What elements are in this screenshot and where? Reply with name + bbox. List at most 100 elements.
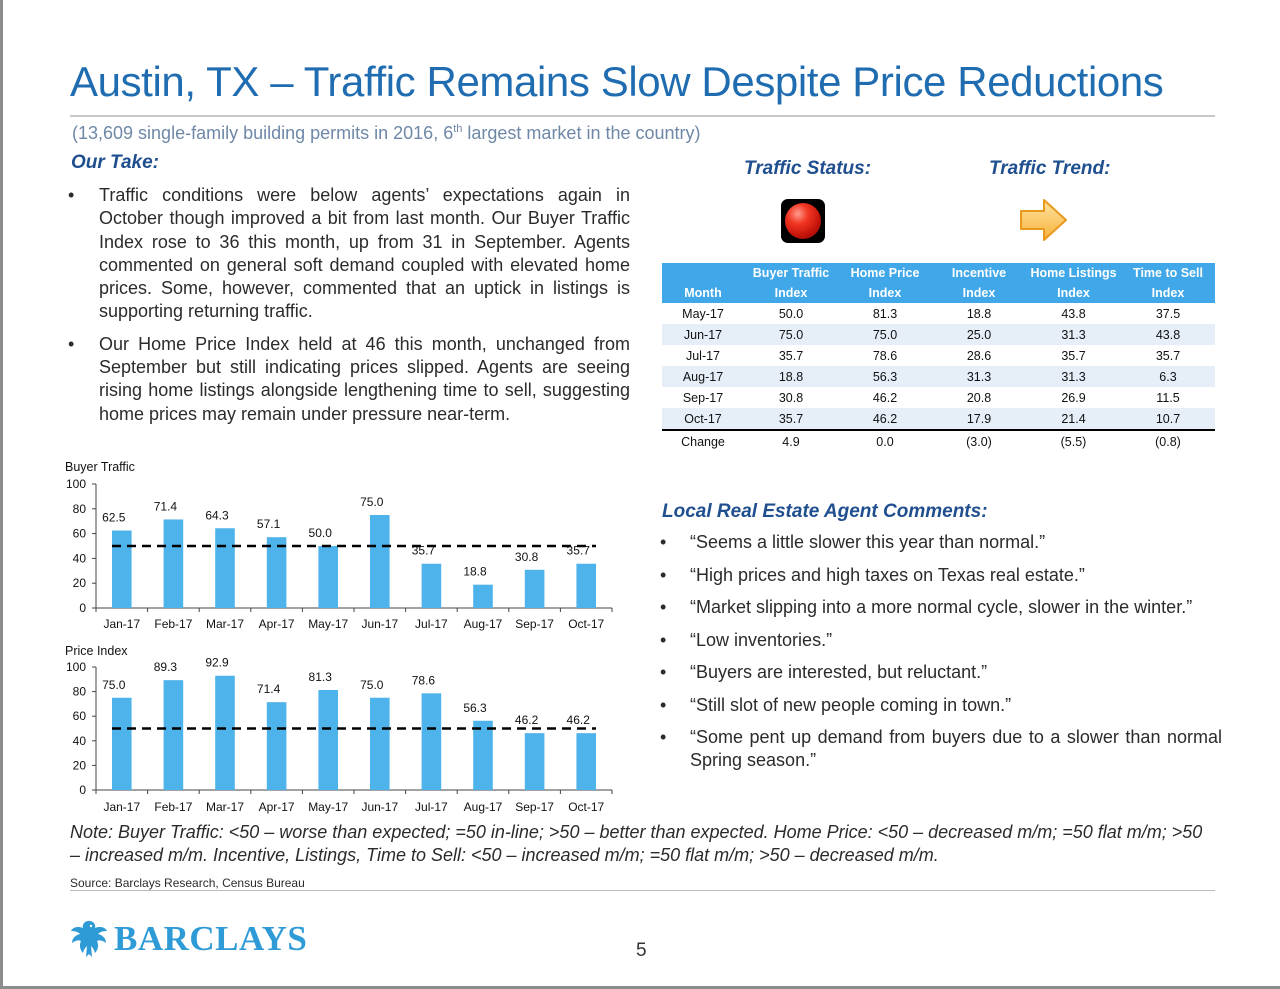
comment-text: “Buyers are interested, but reluctant.” [690,662,988,682]
traffic-status-heading: Traffic Status: [744,158,872,179]
category-label: May-17 [308,800,348,814]
table-cell: 20.8 [932,387,1026,408]
category-label: Sep-17 [515,617,554,631]
chart-bar [576,563,597,608]
data-label: 71.4 [154,499,178,513]
red-light-icon [781,199,825,243]
chart-bar [576,733,597,790]
table-header-row: Month Index Index Index Index Index [662,283,1215,303]
comment-text: “High prices and high taxes on Texas rea… [690,564,1085,585]
table-cell: 43.8 [1121,324,1215,345]
table-cell: Oct-17 [662,408,744,430]
table-header-cell: Month [662,283,744,303]
our-take-bullet: • Traffic conditions were below agents’ … [68,184,630,324]
data-label: 75.0 [360,495,384,509]
price-index-chart: Price Index 0 20 40 60 80 100 75.0 Jan-17 89.3 Feb… [60,642,620,820]
table-cell: Aug-17 [662,366,744,387]
red-light-ball [785,203,821,239]
table-header-cell: Index [838,283,932,303]
category-label: Apr-17 [259,617,295,631]
data-label: 92.9 [205,656,229,670]
comment-text: “Market slipping into a more normal cycl… [690,597,1193,617]
table-cell: 4.9 [744,429,838,452]
chart-bar [318,546,339,608]
comment-item: • “Seems a little slower this year than n… [660,531,1222,554]
data-label: 57.1 [257,517,281,531]
comments-heading: Local Real Estate Agent Comments: [662,501,988,522]
barclays-logo: BARCLAYS [70,917,307,961]
page-frame-left [0,0,3,989]
comment-text: “Low inventories.” [690,629,833,650]
table-header-cell: Incentive [932,263,1026,283]
table-cell: 17.9 [932,408,1026,430]
bullet-dot: • [660,694,667,715]
bullet-dot: • [660,564,667,585]
chart-bar [111,530,132,608]
agent-comments: • “Seems a little slower this year than n… [660,531,1222,782]
category-label: Jan-17 [103,800,140,814]
comment-item: • “Buyers are interested, but reluctant.” [660,661,1222,684]
y-tick-label: 40 [73,551,87,565]
page-frame-bottom [0,986,1280,989]
table-cell: 46.2 [838,408,932,430]
footer-divider [70,890,1215,891]
table-row: May-17 50.0 81.3 18.8 43.8 37.5 [662,303,1215,324]
category-label: Oct-17 [568,800,604,814]
table-header-cell: Home Price [838,263,932,283]
chart-bar [266,537,287,608]
table-cell: 18.8 [744,366,838,387]
comment-text: “Seems a little slower this year than no… [690,532,1046,552]
table-cell: Jul-17 [662,345,744,366]
chart-bar [215,528,235,608]
table-cell: 18.8 [932,303,1026,324]
bullet-text: Our Home Price Index held at 46 this mon… [99,333,630,424]
y-tick-label: 40 [73,734,87,748]
data-label: 64.3 [205,508,229,522]
table-cell: (5.5) [1026,429,1121,452]
chart-bar [369,515,390,608]
category-label: May-17 [308,617,348,631]
bullet-dot: • [660,727,667,747]
our-take-heading: Our Take: [71,152,159,173]
chart-bar [369,697,390,790]
table-row: Jul-17 35.7 78.6 28.6 35.7 35.7 [662,345,1215,366]
category-label: Jul-17 [415,617,448,631]
table-cell: 30.8 [744,387,838,408]
table-cell: Sep-17 [662,387,744,408]
table-cell: 43.8 [1026,303,1121,324]
buyer-traffic-chart: Buyer Traffic 0 20 40 60 80 100 62.5 Jan-17 71.4 F… [60,458,620,638]
chart-bar [318,690,339,790]
category-label: Mar-17 [206,800,244,814]
table-cell: 37.5 [1121,303,1215,324]
bullet-text: Traffic conditions were below agents’ ex… [99,185,630,322]
table-cell: 50.0 [744,303,838,324]
chart-bar [266,702,287,790]
y-tick-label: 100 [66,660,86,674]
data-label: 46.2 [515,713,539,727]
table-cell: 81.3 [838,303,932,324]
table-cell: 21.4 [1026,408,1121,430]
table-row: Jun-17 75.0 75.0 25.0 31.3 43.8 [662,324,1215,345]
y-tick-label: 0 [79,783,86,797]
y-tick-label: 20 [73,576,87,590]
bullet-dot: • [660,597,667,617]
table-cell: 46.2 [838,387,932,408]
table-header-cell [662,263,744,283]
source-text: Source: Barclays Research, Census Bureau [70,876,305,890]
comment-item: • “High prices and high taxes on Texas re… [660,564,1222,587]
subtitle-text: (13,609 single-family building permits i… [72,123,454,143]
table-change-row: Change 4.9 0.0 (3.0) (5.5) (0.8) [662,429,1215,452]
y-tick-label: 100 [66,477,86,491]
price-index-chart-svg: Price Index 0 20 40 60 80 100 75.0 Jan-17 89.3 Feb… [65,644,613,814]
y-tick-label: 20 [73,758,87,772]
table-cell: (3.0) [932,429,1026,452]
comment-text: “Still slot of new people coming in town… [690,694,1012,715]
chart-title: Price Index [65,644,128,658]
arrow-right-icon [1020,199,1067,241]
page-number: 5 [636,940,647,961]
category-label: Sep-17 [515,800,554,814]
data-label: 30.8 [515,550,539,564]
comment-item: • “Low inventories.” [660,629,1222,652]
y-tick-label: 0 [79,601,86,615]
table-cell: 35.7 [1121,345,1215,366]
